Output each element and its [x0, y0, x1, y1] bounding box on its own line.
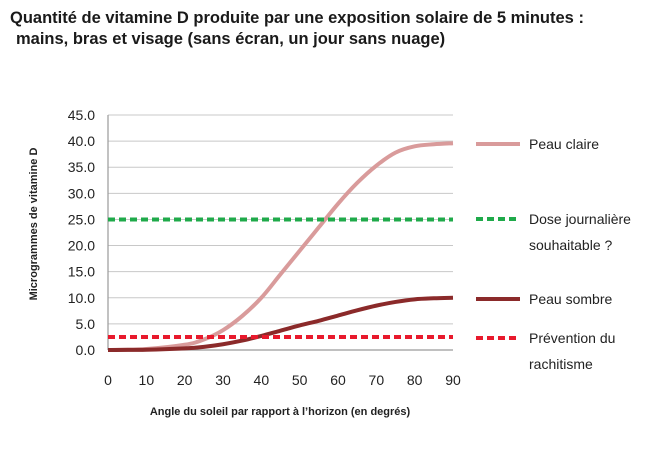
legend-label: Peau sombre — [529, 291, 612, 307]
y-tick-label: 20.0 — [68, 238, 95, 254]
x-tick-label: 40 — [254, 372, 270, 388]
gridlines — [108, 114, 453, 325]
x-tick-label: 70 — [369, 372, 385, 388]
series-line-1 — [107, 141, 454, 352]
x-tick-labels: 0 10 20 30 40 50 60 70 80 90 — [104, 372, 461, 388]
series-line-3 — [107, 295, 454, 352]
series-lines — [107, 141, 454, 352]
y-tick-label: 40.0 — [68, 133, 95, 149]
x-tick-label: 90 — [445, 372, 461, 388]
x-axis-label: Angle du soleil par rapport à l’horizon … — [150, 406, 411, 418]
chart-title-line-2: mains, bras et visage (sans écran, un jo… — [16, 30, 446, 48]
x-tick-label: 50 — [292, 372, 308, 388]
x-tick-label: 10 — [139, 372, 155, 388]
x-tick-label: 20 — [177, 372, 193, 388]
legend: Peau claire Dose journalière souhaitable ?… — [476, 136, 631, 372]
x-tick-label: 30 — [215, 372, 231, 388]
x-tick-label: 80 — [407, 372, 423, 388]
legend-label: Dose journalière — [529, 211, 631, 227]
y-tick-label: 0.0 — [76, 342, 96, 358]
y-tick-label: 15.0 — [68, 264, 95, 280]
legend-label: Prévention du — [529, 330, 615, 346]
legend-label: Peau claire — [529, 136, 599, 152]
chart-title: Quantité de vitamine D produite par une … — [10, 8, 660, 50]
y-tick-label: 25.0 — [68, 211, 95, 227]
y-tick-labels: 0.0 5.0 10.0 15.0 20.0 25.0 30.0 35.0 40.0 45.0 — [68, 107, 95, 358]
chart-title-line-1: Quantité de vitamine D produite par une … — [10, 9, 584, 27]
y-tick-label: 10.0 — [68, 290, 95, 306]
y-tick-label: 30.0 — [68, 185, 95, 201]
y-tick-label: 35.0 — [68, 159, 95, 175]
y-tick-label: 5.0 — [76, 316, 96, 332]
legend-label: rachitisme — [529, 356, 593, 372]
legend-label: souhaitable ? — [529, 237, 613, 253]
y-tick-label: 45.0 — [68, 107, 95, 123]
x-tick-label: 60 — [330, 372, 346, 388]
y-axis-label: Microgrammes de vitamine D — [28, 148, 40, 301]
x-tick-label: 0 — [104, 372, 112, 388]
